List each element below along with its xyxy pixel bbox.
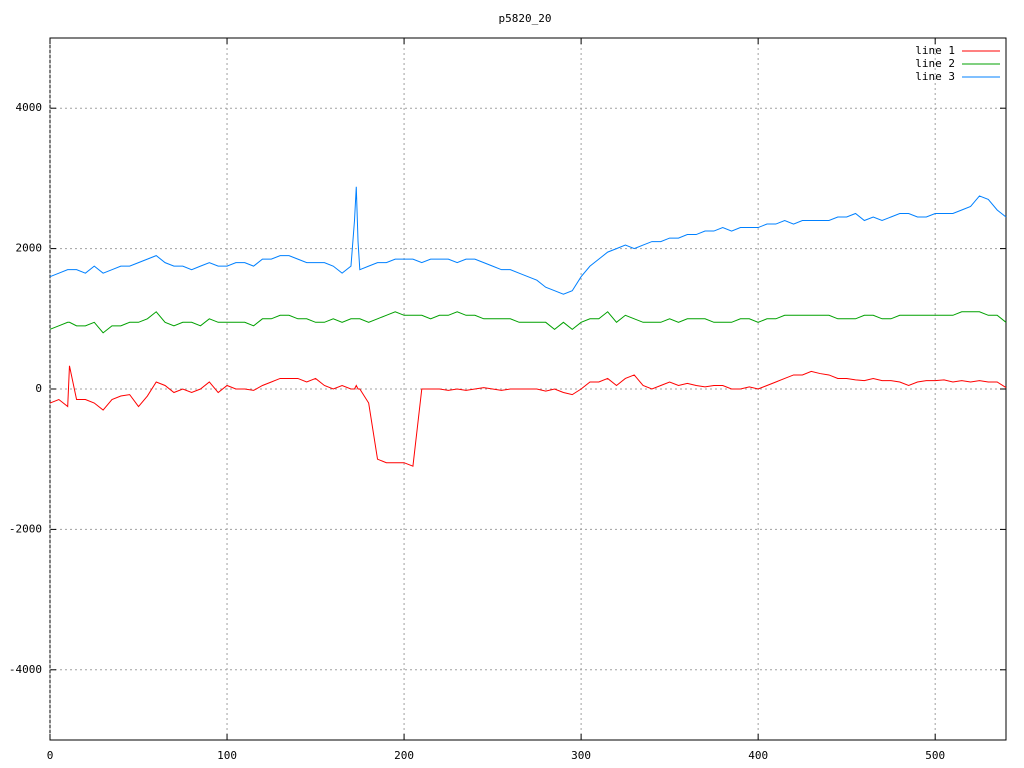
data-line — [49, 311, 1007, 334]
legend-label: line 3 — [915, 70, 955, 83]
y-tick-label: -4000 — [9, 663, 42, 676]
y-tick-label: 4000 — [16, 101, 43, 114]
legend-label: line 1 — [915, 44, 955, 57]
x-tick-label: 300 — [571, 749, 591, 762]
data-line — [49, 186, 1007, 295]
x-tick-label: 100 — [217, 749, 237, 762]
y-tick-label: 0 — [35, 382, 42, 395]
x-tick-label: 400 — [748, 749, 768, 762]
data-line — [49, 365, 1007, 467]
x-tick-label: 0 — [47, 749, 54, 762]
chart-title: p5820_20 — [499, 12, 552, 25]
legend-label: line 2 — [915, 57, 955, 70]
y-tick-label: 2000 — [16, 242, 43, 255]
y-tick-label: -2000 — [9, 522, 42, 535]
x-tick-label: 200 — [394, 749, 414, 762]
x-tick-label: 500 — [925, 749, 945, 762]
